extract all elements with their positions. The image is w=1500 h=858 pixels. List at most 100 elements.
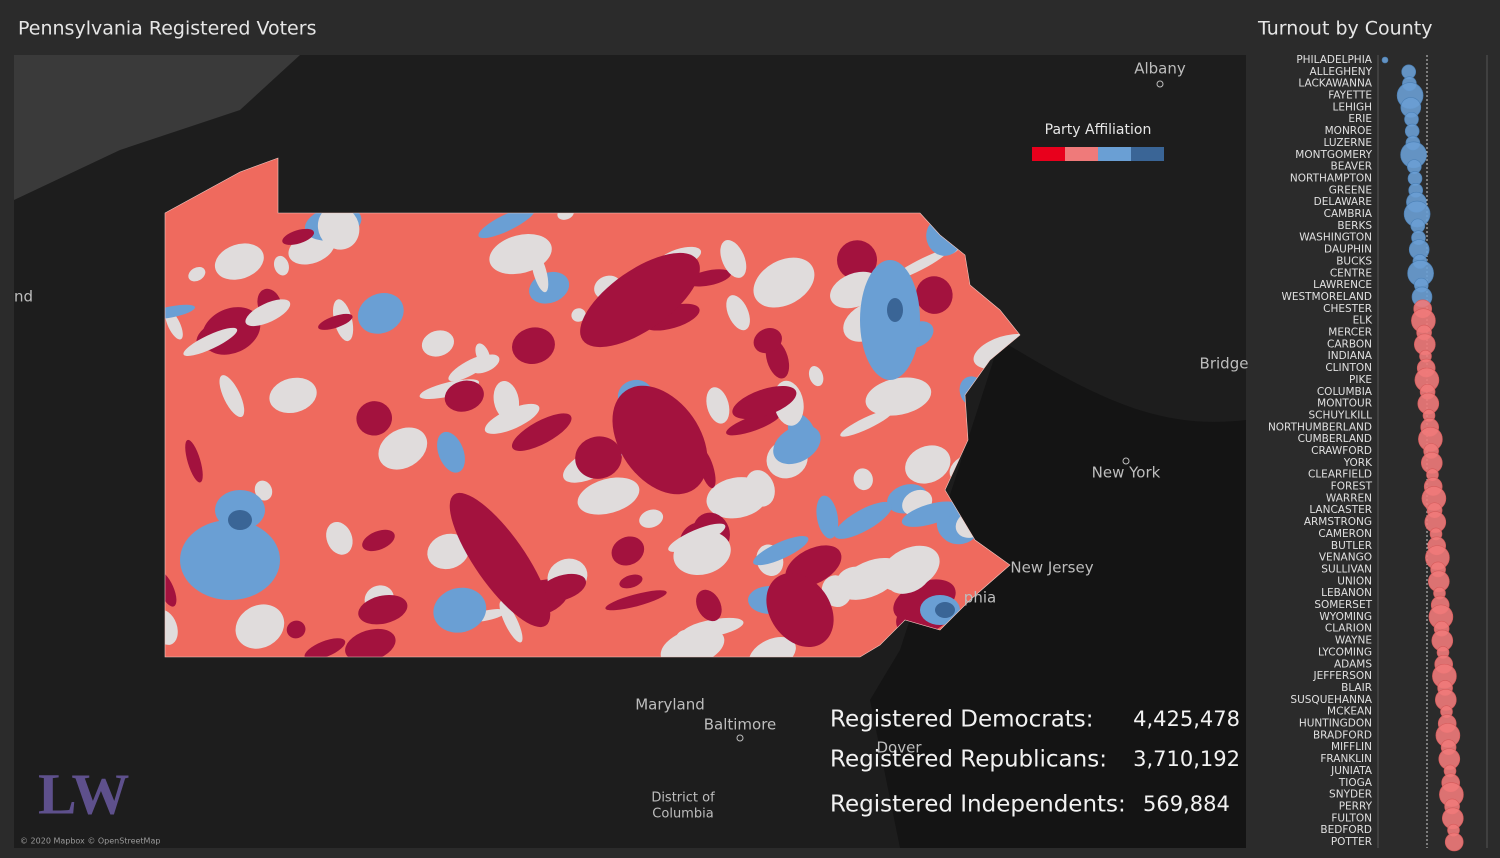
region bbox=[726, 295, 750, 331]
swatch bbox=[1098, 147, 1131, 161]
region bbox=[362, 529, 395, 552]
county-label: SNYDER bbox=[1329, 789, 1372, 801]
county-label: BUCKS bbox=[1336, 255, 1372, 267]
place-label: Maryland bbox=[635, 696, 705, 714]
region bbox=[840, 409, 894, 437]
county-label: MIFFLIN bbox=[1331, 741, 1372, 753]
region bbox=[720, 239, 747, 278]
region bbox=[619, 574, 643, 589]
region bbox=[165, 571, 177, 607]
place-label: District of bbox=[651, 791, 715, 806]
region bbox=[745, 470, 775, 507]
region bbox=[753, 328, 782, 354]
county-label: TIOGA bbox=[1338, 777, 1373, 789]
stat-value: 4,425,478 bbox=[1133, 707, 1240, 731]
county-label: MONTGOMERY bbox=[1295, 149, 1372, 161]
county-label: BLAIR bbox=[1341, 682, 1372, 694]
place-labels: Albany nd Bridge New York New Jersey phia Mary… bbox=[14, 60, 1248, 822]
place-label: Albany bbox=[1134, 60, 1186, 78]
regions bbox=[165, 205, 1020, 657]
region bbox=[499, 600, 523, 643]
region bbox=[269, 377, 317, 414]
county-label: LEHIGH bbox=[1332, 101, 1372, 113]
county-label: WESTMORELAND bbox=[1281, 291, 1372, 303]
place-label: Bridge bbox=[1200, 355, 1249, 373]
county-label: SULLIVAN bbox=[1321, 563, 1372, 575]
county-label: CAMERON bbox=[1318, 528, 1372, 540]
region bbox=[753, 536, 809, 566]
place-label: Baltimore bbox=[704, 716, 777, 734]
county-label: CLEARFIELD bbox=[1308, 469, 1372, 481]
turnout-chart: PHILADELPHIAALLEGHENYLACKAWANNAFAYETTELE… bbox=[1268, 54, 1464, 852]
region bbox=[575, 436, 622, 479]
region bbox=[358, 594, 408, 625]
county-label: BUTLER bbox=[1331, 540, 1372, 552]
legend-title: Party Affiliation bbox=[1045, 122, 1152, 138]
region bbox=[245, 299, 291, 327]
region bbox=[773, 425, 821, 465]
county-label: BRADFORD bbox=[1313, 729, 1372, 741]
county-label: UNION bbox=[1337, 575, 1372, 587]
region bbox=[577, 477, 640, 515]
region bbox=[668, 523, 726, 552]
region bbox=[433, 587, 487, 633]
county-label: MERCER bbox=[1328, 327, 1372, 339]
place-label: Dover bbox=[877, 739, 923, 757]
county-label: SUSQUEHANNA bbox=[1290, 694, 1372, 706]
legend-swatches bbox=[1032, 147, 1164, 161]
region bbox=[748, 636, 796, 657]
place-label: nd bbox=[14, 288, 33, 306]
region bbox=[165, 304, 196, 320]
region bbox=[484, 403, 540, 434]
region bbox=[808, 366, 824, 387]
region bbox=[449, 492, 551, 628]
place-label: phia bbox=[964, 589, 996, 607]
county-label: CLARION bbox=[1325, 623, 1372, 635]
region bbox=[835, 566, 873, 598]
county-label: CUMBERLAND bbox=[1298, 433, 1372, 445]
county-label: CHESTER bbox=[1323, 303, 1372, 315]
region bbox=[696, 589, 722, 622]
county-label: PIKE bbox=[1349, 374, 1372, 386]
region bbox=[834, 501, 893, 539]
region bbox=[935, 602, 955, 618]
stat-value: 3,710,192 bbox=[1133, 747, 1240, 771]
county-label: FULTON bbox=[1331, 812, 1372, 824]
county-label: FAYETTE bbox=[1328, 90, 1372, 102]
county-label: LANCASTER bbox=[1309, 504, 1372, 516]
region bbox=[421, 330, 455, 357]
county-label: CARBON bbox=[1327, 338, 1372, 350]
region bbox=[254, 480, 273, 501]
county-label: BERKS bbox=[1337, 220, 1372, 232]
county-label: WAYNE bbox=[1335, 635, 1372, 647]
city-dot bbox=[736, 734, 744, 742]
stat-label: Registered Independents: bbox=[830, 792, 1126, 818]
county-label: PERRY bbox=[1339, 800, 1373, 812]
region bbox=[185, 439, 203, 483]
county-label: WASHINGTON bbox=[1299, 232, 1372, 244]
region bbox=[228, 510, 252, 530]
region bbox=[605, 590, 667, 611]
county-label: BEDFORD bbox=[1320, 824, 1372, 836]
county-label: GREENE bbox=[1329, 184, 1372, 196]
region bbox=[539, 573, 587, 602]
county-mark bbox=[1381, 56, 1389, 64]
region bbox=[853, 468, 873, 491]
swatch bbox=[1131, 147, 1164, 161]
region bbox=[611, 536, 645, 566]
region bbox=[612, 385, 708, 495]
county-label: JUNIATA bbox=[1330, 765, 1373, 777]
turnout-title: Turnout by County bbox=[1257, 18, 1432, 40]
county-label: ALLEGHENY bbox=[1310, 66, 1373, 78]
region bbox=[475, 343, 491, 367]
region bbox=[915, 276, 953, 314]
stat-label: Registered Democrats: bbox=[830, 707, 1094, 733]
county-mark bbox=[1444, 832, 1464, 852]
region bbox=[888, 564, 931, 594]
logo: LW bbox=[38, 761, 129, 826]
stat-label: Registered Republicans: bbox=[830, 747, 1107, 773]
region bbox=[512, 327, 555, 364]
region bbox=[887, 298, 903, 322]
region bbox=[235, 604, 285, 649]
